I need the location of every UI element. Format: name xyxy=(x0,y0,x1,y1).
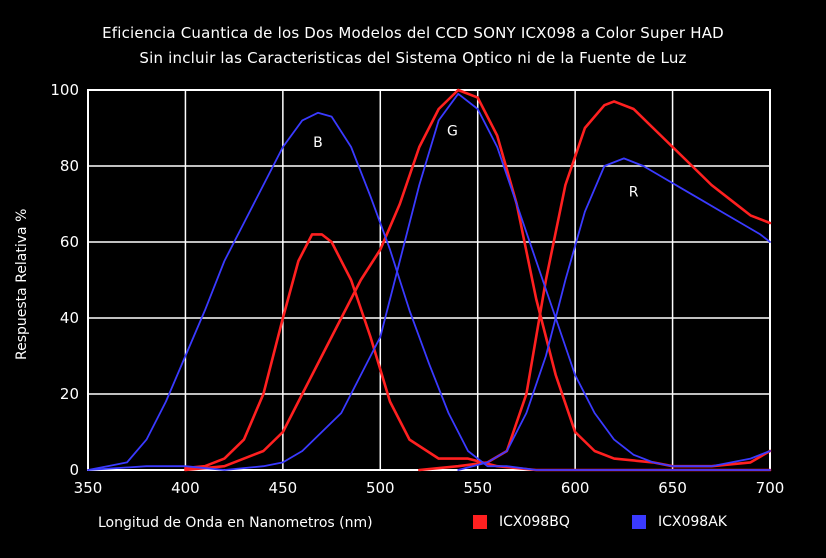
legend-label-icx098bq: ICX098BQ xyxy=(499,514,570,530)
series-icx098ak-curve-3 xyxy=(458,158,770,470)
plot-frame xyxy=(88,90,770,470)
series-icx098bq-curve-3 xyxy=(419,101,770,470)
y-tick-label: 100 xyxy=(50,81,79,99)
x-tick-label: 400 xyxy=(171,479,200,497)
series-icx098ak-curve-2 xyxy=(88,94,770,470)
x-tick-label: 700 xyxy=(756,479,785,497)
x-tick-label: 450 xyxy=(269,479,298,497)
legend-swatch-blue xyxy=(632,515,646,529)
y-tick-label: 80 xyxy=(60,157,79,175)
legend-swatch-red xyxy=(473,515,487,529)
annotation-g: G xyxy=(447,124,458,140)
annotation-b: B xyxy=(313,135,323,151)
x-tick-label: 350 xyxy=(74,479,103,497)
y-axis-label: Respuesta Relativa % xyxy=(14,209,30,360)
x-tick-label: 650 xyxy=(658,479,687,497)
legend-item-icx098ak: ICX098AK xyxy=(632,514,727,530)
annotation-r: R xyxy=(629,184,639,200)
x-axis-label: Longitud de Onda en Nanometros (nm) xyxy=(98,515,373,531)
y-tick-label: 20 xyxy=(60,385,79,403)
y-tick-label: 60 xyxy=(60,233,79,251)
y-tick-label: 0 xyxy=(69,461,79,479)
x-tick-label: 500 xyxy=(366,479,395,497)
x-tick-label: 550 xyxy=(463,479,492,497)
legend-item-icx098bq: ICX098BQ xyxy=(473,514,570,530)
y-tick-label: 40 xyxy=(60,309,79,327)
legend-label-icx098ak: ICX098AK xyxy=(658,514,727,530)
x-tick-label: 600 xyxy=(561,479,590,497)
